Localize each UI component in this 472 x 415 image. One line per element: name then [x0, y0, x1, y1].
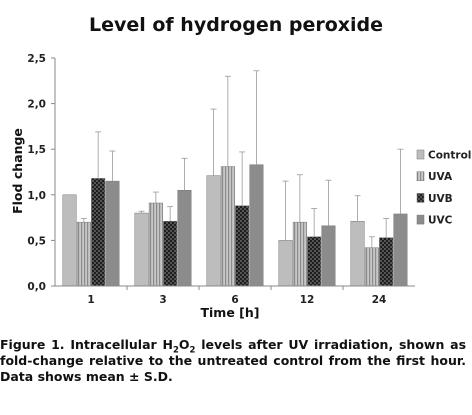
bar-uva-6h [220, 166, 235, 287]
bar-uvc-12h [321, 225, 336, 287]
figure-caption: Figure 1. Intracellular H2O2 levels afte… [0, 337, 466, 385]
x-axis-label: Time [h] [201, 305, 260, 320]
bar-control-3h [134, 212, 149, 287]
x-tick-label: 24 [372, 294, 387, 306]
legend-swatch-uvc [416, 214, 425, 225]
y-tick-label: 1,5 [27, 144, 46, 156]
y-tick-label: 0,5 [27, 235, 46, 247]
legend-label-uva: UVA [428, 171, 453, 183]
bar-uva-1h [76, 221, 91, 287]
caption-sub-2: 2 [189, 345, 196, 356]
bar-uva-3h [148, 202, 163, 287]
bar-control-6h [206, 175, 221, 287]
bar-uvb-24h [379, 237, 394, 287]
caption-text-mid: O [178, 337, 190, 352]
bar-uvc-24h [393, 213, 408, 287]
bar-uva-24h [364, 247, 379, 287]
legend-swatch-uvb [416, 193, 425, 203]
legend-label-uvc: UVC [428, 215, 453, 227]
chart-title: Level of hydrogen peroxide [89, 14, 383, 36]
y-tick-label: 1,0 [27, 190, 46, 202]
bar-uvc-6h [249, 164, 264, 287]
legend-swatch-uva [416, 171, 425, 181]
x-tick-label: 12 [300, 294, 315, 306]
bar-uvb-6h [235, 205, 250, 287]
caption-text-2: levels after UV irradiation, shown as fo… [0, 337, 467, 384]
bar-uvb-3h [163, 220, 178, 287]
x-tick-label: 1 [87, 294, 94, 306]
bar-control-1h [62, 194, 77, 287]
bar-uvb-1h [91, 178, 106, 287]
legend-label-control: Control [428, 150, 471, 162]
legend: Control UVA UVB UVC [416, 149, 471, 227]
legend-label-uvb: UVB [428, 193, 453, 205]
bar-uvb-12h [307, 236, 322, 287]
x-tick-label: 3 [159, 294, 166, 306]
caption-text-1: Figure 1. Intracellular H [0, 337, 173, 352]
bar-uvc-1h [105, 180, 120, 287]
y-axis-label: Flod change [10, 128, 25, 214]
y-tick-label: 2,0 [27, 99, 46, 111]
bar-uvc-3h [177, 189, 192, 287]
legend-swatch-control [416, 149, 425, 160]
bar-control-12h [278, 240, 293, 287]
bar-chart: Level of hydrogen peroxide Flod change T… [10, 14, 471, 320]
bar-uva-12h [292, 221, 307, 287]
caption-sub-1: 2 [172, 345, 179, 356]
y-tick-label: 0,0 [27, 281, 46, 293]
x-tick-label: 6 [231, 294, 238, 306]
bar-control-24h [350, 220, 365, 287]
y-tick-label: 2,5 [27, 53, 46, 65]
